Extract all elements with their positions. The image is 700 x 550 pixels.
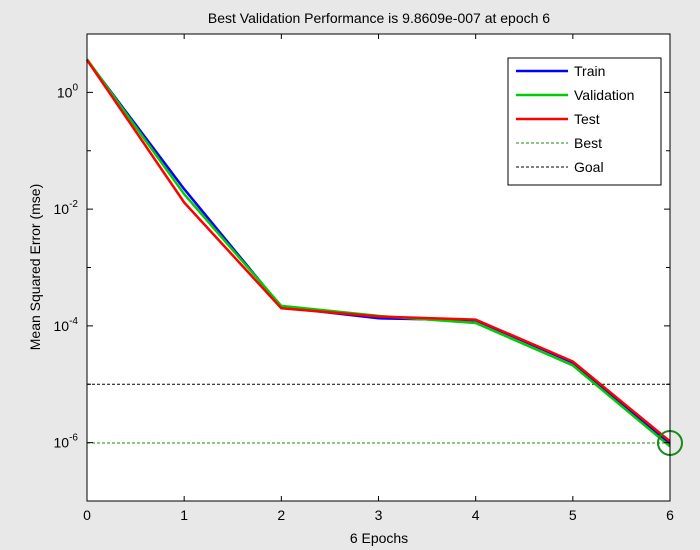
legend-label-best: Best [574,135,602,151]
x-tick-label: 2 [277,507,285,523]
y-tick-label: 10-6 [54,433,79,451]
legend-label-test: Test [574,111,600,127]
legend-label-validation: Validation [574,87,634,103]
x-axis-label: 6 Epochs [350,530,408,546]
x-tick-label: 1 [180,507,188,523]
legend-label-goal: Goal [574,159,604,175]
y-tick-label: 10-2 [54,199,79,217]
x-tick-label: 6 [666,507,674,523]
series-line-test [85,59,671,443]
chart-title: Best Validation Performance is 9.8609e-0… [208,10,550,26]
y-tick-label: 10-4 [54,316,79,334]
x-tick-label: 5 [569,507,577,523]
legend: Train Validation Test Best Goal [507,57,662,186]
legend-box [507,57,662,186]
axis-ticks: 0 1 2 3 4 5 6 100 10-2 10-4 10-6 [54,33,674,523]
y-tick-label: 100 [57,82,79,100]
x-tick-label: 4 [472,507,480,523]
x-tick-label: 0 [83,507,91,523]
y-axis-label: Mean Squared Error (mse) [27,184,43,351]
legend-label-train: Train [574,63,605,79]
x-tick-label: 3 [375,507,383,523]
